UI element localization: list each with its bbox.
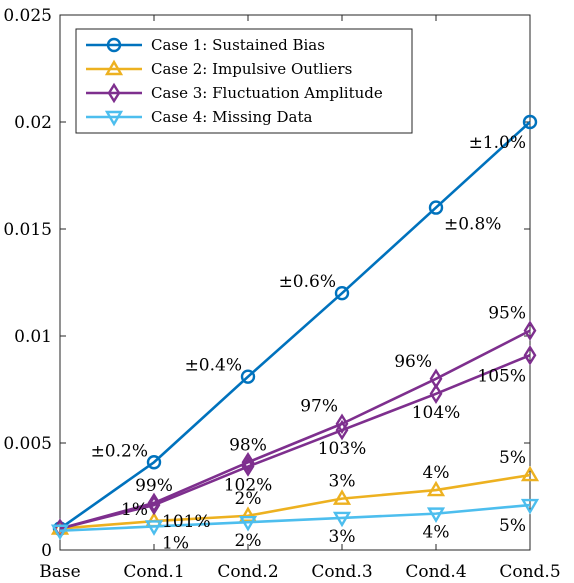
data-label: 4% <box>423 463 450 483</box>
y-tick-label: 0.005 <box>3 434 52 454</box>
x-tick-label: Cond.2 <box>217 562 278 582</box>
y-tick-label: 0.02 <box>14 113 52 133</box>
data-label: 105% <box>477 366 526 386</box>
legend-swatch-marker <box>106 37 122 53</box>
data-point <box>426 480 446 497</box>
legend-label: Case 1: Sustained Bias <box>151 36 325 54</box>
data-label: 98% <box>229 435 267 455</box>
data-point <box>241 451 255 473</box>
data-point <box>335 413 349 435</box>
data-point <box>523 344 537 366</box>
data-label: 103% <box>318 439 367 459</box>
series-line <box>59 121 531 530</box>
series-line <box>59 473 531 530</box>
legend-swatch-marker <box>104 59 124 76</box>
legend: Case 1: Sustained Bias Case 2: Impulsive … <box>75 28 413 134</box>
legend-label: Case 4: Missing Data <box>151 108 313 126</box>
data-point <box>238 515 258 532</box>
data-point <box>520 498 540 515</box>
series-line <box>59 329 531 530</box>
data-label: 101% <box>162 512 211 532</box>
legend-swatch-marker <box>104 110 124 127</box>
data-point <box>332 489 352 505</box>
data-label: ±0.6% <box>279 272 336 292</box>
series-3 <box>53 344 537 539</box>
series-0 <box>52 114 538 536</box>
series-4 <box>50 498 540 541</box>
x-tick-label: Cond.3 <box>311 562 372 582</box>
data-point <box>332 511 352 528</box>
series-line <box>59 503 531 533</box>
data-label: 104% <box>412 403 461 423</box>
data-label: 3% <box>329 472 356 492</box>
data-point <box>522 114 538 130</box>
data-point <box>238 506 258 522</box>
data-point <box>428 200 444 215</box>
data-point <box>241 456 255 477</box>
data-label: 2% <box>235 489 262 509</box>
x-tick-label: Base <box>39 562 80 582</box>
data-label: 96% <box>394 352 432 372</box>
data-point <box>147 494 161 516</box>
data-point <box>144 520 164 536</box>
data-label: 102% <box>224 476 273 496</box>
data-label: ±0.4% <box>185 356 242 376</box>
data-point <box>520 465 540 482</box>
data-label: ±1.0% <box>469 133 526 153</box>
data-point <box>426 507 446 524</box>
data-label: 3% <box>329 527 356 547</box>
y-tick-label: 0.025 <box>3 6 52 26</box>
data-label: ±0.8% <box>444 215 501 235</box>
data-point <box>523 320 537 341</box>
legend-label: Case 3: Fluctuation Amplitude <box>151 84 383 102</box>
annotation-layer: ±0.2% ±0.4% ±0.6% ±0.8% ±1.0% 99% 101% 98% 102% 9… <box>91 133 526 553</box>
series-layer <box>50 114 540 541</box>
data-point <box>50 524 70 541</box>
data-point <box>335 419 349 441</box>
data-label: 1% <box>121 500 148 520</box>
data-label: 5% <box>499 448 526 468</box>
data-label: 2% <box>235 531 262 551</box>
x-tick-label: Cond.1 <box>123 562 184 582</box>
x-tick-label: Cond.5 <box>499 562 560 582</box>
data-label: ±0.2% <box>91 441 148 461</box>
data-point <box>240 369 256 384</box>
x-tick-label: Cond.4 <box>405 562 466 582</box>
legend-swatch-marker <box>107 82 121 104</box>
data-point <box>429 383 443 405</box>
data-point <box>146 455 162 470</box>
y-tick-label: 0 <box>41 541 52 561</box>
data-label: 95% <box>488 304 526 324</box>
data-point <box>334 286 350 301</box>
legend-label: Case 2: Impulsive Outliers <box>151 60 352 78</box>
data-label: 5% <box>499 516 526 536</box>
legend-box <box>75 28 413 134</box>
y-tick-label: 0.015 <box>3 220 52 240</box>
axes: 0 0.005 0.01 0.015 0.02 0.025 Base Cond.1 Cond.2… <box>3 6 560 582</box>
plot-frame <box>59 14 531 551</box>
series-line <box>59 354 531 530</box>
data-label: 97% <box>300 397 338 417</box>
data-label: 1% <box>162 533 189 553</box>
data-label: 4% <box>423 523 450 543</box>
y-tick-label: 0.01 <box>14 327 52 347</box>
data-label: 99% <box>135 476 173 496</box>
